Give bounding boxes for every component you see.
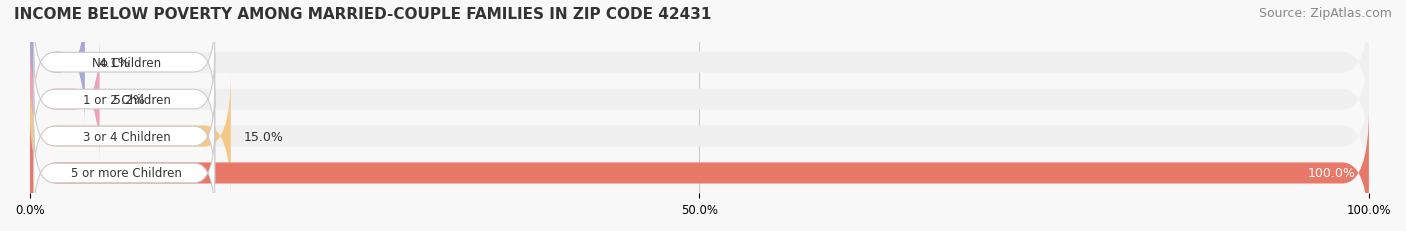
Text: Source: ZipAtlas.com: Source: ZipAtlas.com <box>1258 7 1392 20</box>
FancyBboxPatch shape <box>30 0 1369 126</box>
Text: 3 or 4 Children: 3 or 4 Children <box>83 130 170 143</box>
Text: No Children: No Children <box>93 56 162 69</box>
FancyBboxPatch shape <box>30 110 1369 231</box>
FancyBboxPatch shape <box>34 91 215 182</box>
FancyBboxPatch shape <box>30 36 100 163</box>
FancyBboxPatch shape <box>34 128 215 219</box>
Text: 100.0%: 100.0% <box>1308 167 1355 180</box>
Text: INCOME BELOW POVERTY AMONG MARRIED-COUPLE FAMILIES IN ZIP CODE 42431: INCOME BELOW POVERTY AMONG MARRIED-COUPL… <box>14 7 711 22</box>
FancyBboxPatch shape <box>30 36 1369 163</box>
Text: 5.2%: 5.2% <box>112 93 145 106</box>
Text: 1 or 2 Children: 1 or 2 Children <box>83 93 170 106</box>
FancyBboxPatch shape <box>34 54 215 145</box>
Text: 4.1%: 4.1% <box>98 56 129 69</box>
Text: 15.0%: 15.0% <box>245 130 284 143</box>
FancyBboxPatch shape <box>30 110 1369 231</box>
FancyBboxPatch shape <box>30 73 231 200</box>
FancyBboxPatch shape <box>34 18 215 108</box>
FancyBboxPatch shape <box>30 73 1369 200</box>
Text: 5 or more Children: 5 or more Children <box>72 167 183 180</box>
FancyBboxPatch shape <box>30 0 84 126</box>
